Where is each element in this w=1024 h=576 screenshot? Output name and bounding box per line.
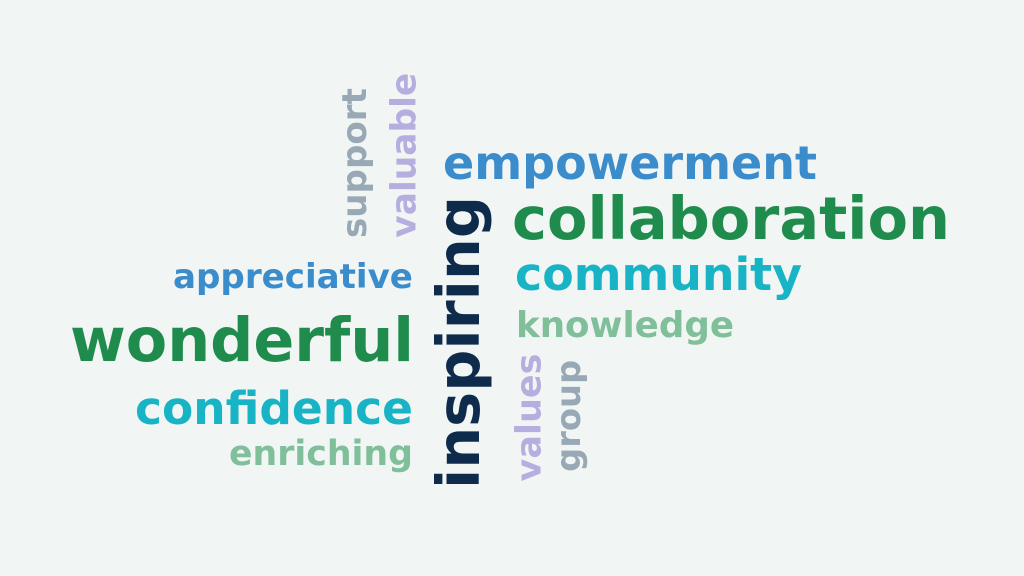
word-appreciative: appreciative <box>173 256 413 297</box>
word-inspiring: inspiring <box>423 196 493 489</box>
word-group: group <box>549 360 589 472</box>
word-community: community <box>515 247 802 302</box>
word-enriching: enriching <box>229 433 413 474</box>
word-wonderful: wonderful <box>70 305 414 376</box>
word-support: support <box>334 88 375 238</box>
word-empowerment: empowerment <box>443 135 817 190</box>
word-confidence: confidence <box>135 382 413 436</box>
word-values: values <box>508 354 550 482</box>
word-knowledge: knowledge <box>516 305 734 347</box>
word-valuable: valuable <box>383 73 424 238</box>
word-collaboration: collaboration <box>512 183 950 253</box>
